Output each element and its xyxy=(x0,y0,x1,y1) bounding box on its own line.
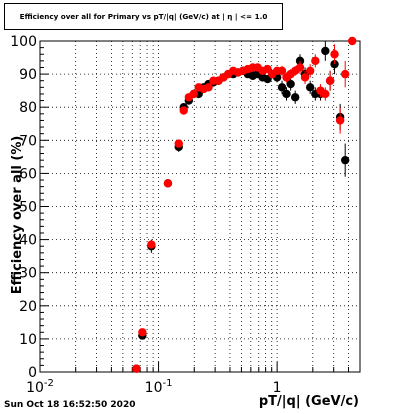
axis-ticks xyxy=(39,40,361,373)
data-point xyxy=(147,240,156,249)
grid-lines xyxy=(40,41,360,372)
data-point xyxy=(340,69,350,79)
tick-labels: 0 10 20 30 40 50 60 70 80 90 100 10-2 10-1 1 xyxy=(10,34,281,396)
y-tick-label: 0 xyxy=(28,365,37,381)
data-point xyxy=(189,89,198,99)
data-point xyxy=(277,66,287,75)
data-point xyxy=(340,155,350,165)
data-point xyxy=(300,73,310,82)
y-tick-label: 70 xyxy=(19,133,37,149)
data-point xyxy=(132,364,141,373)
data-point xyxy=(321,46,330,56)
data-point xyxy=(204,83,213,92)
data-point xyxy=(305,83,315,92)
x-tick-label: 1 xyxy=(273,380,282,396)
y-axis-label: Efficiency over all (%) xyxy=(10,136,25,295)
y-tick-label: 80 xyxy=(19,100,37,116)
data-point xyxy=(174,139,183,148)
chart-title-box: Efficiency over all for Primary vs pT/|q… xyxy=(4,3,283,30)
data-point xyxy=(277,83,287,92)
y-tick-label: 20 xyxy=(19,299,37,315)
timestamp-footer: Sun Oct 18 16:52:50 2020 xyxy=(4,400,136,410)
x-tick-label: 10-2 xyxy=(26,378,54,396)
data-point xyxy=(321,89,330,99)
data-point xyxy=(286,79,295,89)
data-point xyxy=(348,36,357,46)
y-tick-label: 30 xyxy=(19,266,37,282)
data-point xyxy=(290,93,300,102)
data-point xyxy=(330,50,339,59)
data-point xyxy=(282,89,291,99)
data-series xyxy=(132,36,357,373)
data-point xyxy=(138,328,147,337)
y-tick-label: 10 xyxy=(19,332,37,348)
data-point xyxy=(179,106,188,115)
data-point xyxy=(305,66,315,75)
y-tick-label: 60 xyxy=(19,166,37,182)
y-tick-label: 90 xyxy=(19,67,37,83)
y-tick-label: 100 xyxy=(10,34,37,50)
data-point xyxy=(335,116,345,125)
data-point xyxy=(163,179,173,188)
x-tick-label: 10-1 xyxy=(145,378,173,396)
x-axis-label: pT/|q| (GeV/c) xyxy=(259,394,359,409)
data-series-1 xyxy=(132,36,357,373)
data-point xyxy=(295,63,305,72)
chart-title: Efficiency over all for Primary vs pT/|q… xyxy=(19,12,268,21)
data-point xyxy=(311,56,320,66)
data-point xyxy=(325,76,335,85)
y-tick-label: 40 xyxy=(19,233,37,249)
y-tick-label: 50 xyxy=(19,200,37,216)
